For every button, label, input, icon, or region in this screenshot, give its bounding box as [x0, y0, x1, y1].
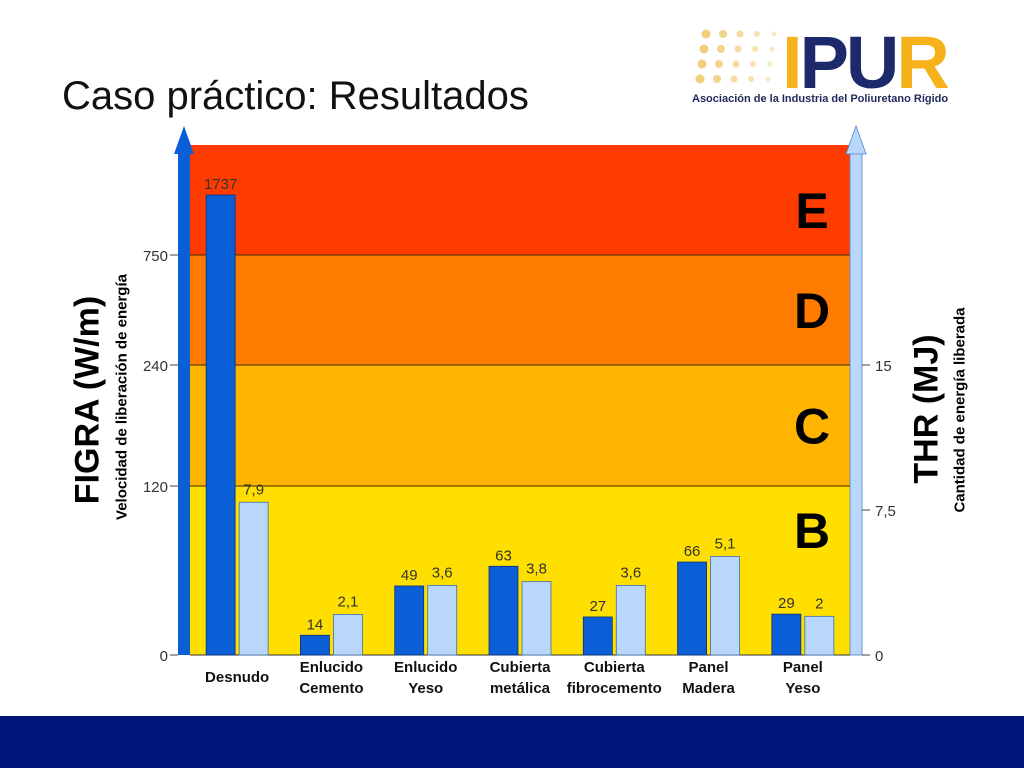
- logo-dot: [734, 45, 742, 53]
- thr-value-label: 5,1: [715, 535, 736, 552]
- band-letter-B: B: [794, 503, 830, 559]
- category-label: Panel: [689, 659, 729, 676]
- bar-labels: 1737 7,9 14 2,1 49 3,6 63 3,8 27 3,6 66 5,1 29 2: [204, 176, 824, 633]
- band-C: [190, 365, 850, 486]
- thr-bar: [427, 585, 458, 656]
- axes: [174, 124, 867, 656]
- figra-bar: [677, 561, 707, 656]
- class-bands: [190, 145, 850, 655]
- left-axis-arrow-head: [174, 126, 194, 154]
- logo-dot: [736, 30, 744, 38]
- logo-wordmark: IPUR: [782, 22, 948, 104]
- thr-value-label: 2: [815, 595, 823, 612]
- thr-bar: [615, 585, 646, 656]
- slide-title: Caso práctico: Resultados: [62, 74, 529, 118]
- left-axis-title: FIGRA (W/m): [68, 295, 107, 505]
- logo-dot: [695, 74, 705, 84]
- category-label: Desnudo: [205, 669, 269, 686]
- logo-dot: [750, 61, 756, 67]
- category-label: Enlucido: [394, 659, 457, 676]
- thr-bar: [333, 614, 363, 656]
- right-tick-label: 15: [875, 358, 892, 375]
- logo-dot: [713, 75, 721, 83]
- left-tick-label: 120: [143, 479, 168, 496]
- figra-bar: [488, 565, 519, 656]
- band-B: [190, 486, 850, 655]
- figra-bar: [582, 616, 613, 656]
- right-axis-subtitle: Cantidad de energía liberada: [951, 307, 969, 513]
- figra-value-label: 63: [495, 547, 512, 564]
- category-label: Yeso: [408, 680, 443, 697]
- category-labels: Desnudo Enlucido Cemento Enlucido Yeso Cubier…: [205, 659, 823, 697]
- thr-value-label: 2,1: [337, 593, 358, 610]
- logo-dot: [732, 60, 740, 68]
- logo-dot: [719, 30, 727, 38]
- left-tick-label: 750: [143, 248, 168, 265]
- logo-tagline: Asociación de la Industria del Poliureta…: [692, 93, 949, 105]
- category-label: metálica: [490, 680, 551, 697]
- figra-value-label: 14: [307, 616, 324, 633]
- thr-bar: [521, 581, 552, 656]
- logo-dot: [715, 60, 723, 68]
- logo-dot: [701, 29, 711, 39]
- left-tick-label: 0: [160, 648, 168, 665]
- band-D: [190, 255, 850, 365]
- right-axis-arrow-shaft: [849, 149, 863, 656]
- figra-bar: [394, 585, 425, 656]
- logo-dot-pattern: [695, 29, 777, 84]
- figra-value-label: 1737: [204, 176, 237, 193]
- left-axis-subtitle: Velocidad de liberación de energía: [113, 274, 131, 520]
- right-axis-arrow-head: [845, 124, 867, 155]
- logo-dot: [769, 46, 775, 52]
- logo-dot: [717, 45, 725, 53]
- left-tick-label: 240: [143, 358, 168, 375]
- logo-dot: [754, 31, 760, 37]
- logo-dot: [767, 61, 773, 67]
- thr-value-label: 3,6: [620, 564, 641, 581]
- logo-dot: [697, 59, 707, 69]
- logo-dot: [765, 76, 771, 82]
- bars: [205, 194, 835, 656]
- category-label: Enlucido: [300, 659, 363, 676]
- thr-value-label: 7,9: [243, 481, 264, 498]
- thr-value-label: 3,8: [526, 561, 547, 578]
- logo-dot: [752, 46, 758, 52]
- thr-value-label: 3,6: [432, 564, 453, 581]
- band-E-top: [190, 146, 850, 200]
- tick-labels: 0 120 240 750 0 7,5 15: [143, 248, 896, 665]
- band-letters: BC DE: [794, 183, 830, 559]
- figra-bar: [300, 634, 330, 656]
- figra-value-label: 27: [589, 598, 606, 615]
- category-label: Cubierta: [490, 659, 552, 676]
- thr-bar: [804, 615, 835, 656]
- figra-value-label: 49: [401, 567, 418, 584]
- right-tick-label: 0: [875, 648, 883, 665]
- category-label: Cemento: [299, 680, 363, 697]
- category-label: Cubierta: [584, 659, 646, 676]
- right-tick-label: 7,5: [875, 503, 896, 520]
- logo-dot: [730, 75, 738, 83]
- figra-value-label: 29: [778, 595, 795, 612]
- logo-dot: [771, 31, 777, 37]
- category-label: Panel: [783, 659, 823, 676]
- category-label: Yeso: [785, 680, 820, 697]
- footer-bar: [0, 716, 1024, 768]
- band-letter-D: D: [794, 283, 830, 339]
- category-label: Madera: [682, 680, 735, 697]
- figra-value-label: 66: [684, 543, 701, 560]
- band-letter-E: E: [795, 183, 828, 239]
- band-letter-C: C: [794, 399, 830, 455]
- right-axis-title: THR (MJ): [907, 334, 946, 484]
- logo-dot: [699, 44, 709, 54]
- logo-dot: [748, 76, 754, 82]
- figra-bar: [771, 613, 802, 656]
- thr-bar: [710, 556, 740, 656]
- thr-bar: [238, 501, 269, 656]
- ipur-logo: IPUR: [695, 22, 951, 104]
- left-axis-arrow-shaft: [178, 150, 190, 655]
- category-label: fibrocemento: [567, 680, 662, 697]
- figra-bar: [205, 194, 236, 656]
